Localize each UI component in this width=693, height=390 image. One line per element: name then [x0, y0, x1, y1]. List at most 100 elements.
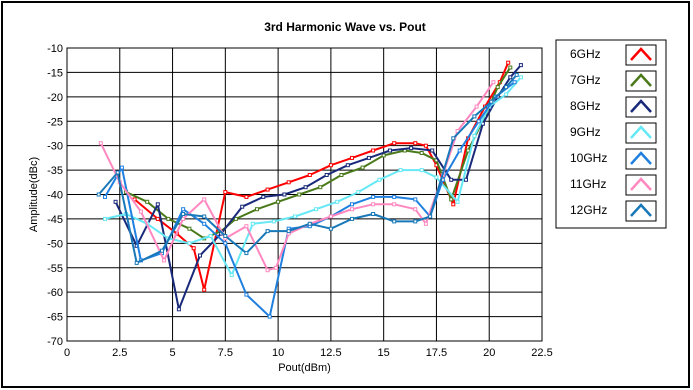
data-point — [223, 241, 228, 246]
data-point — [434, 175, 439, 180]
ticks: 0 2.5 5 7.5 10 12.5 15 17.5 20 22.5 -10 -15 -20 -25 -3… — [47, 43, 553, 359]
y-tick-label: -20 — [47, 92, 63, 104]
data-point — [428, 214, 433, 219]
data-point — [350, 202, 354, 207]
data-point — [504, 85, 509, 90]
data-point — [381, 153, 386, 158]
series-9ghz — [103, 75, 523, 278]
data-point — [491, 80, 496, 85]
x-tick-label: 17.5 — [426, 347, 447, 359]
data-point — [451, 202, 456, 207]
legend-item: 6GHz — [570, 44, 657, 66]
data-point — [233, 216, 238, 221]
x-tick-label: 20 — [483, 347, 495, 359]
y-tick-label: -25 — [47, 116, 63, 128]
data-point — [138, 209, 143, 214]
data-point — [265, 229, 270, 234]
y-tick-label: -50 — [47, 238, 63, 250]
data-point — [464, 177, 468, 182]
data-point — [512, 80, 517, 85]
data-point — [119, 165, 124, 170]
series-line — [125, 66, 512, 240]
data-point — [113, 199, 118, 204]
legend-line-icon — [630, 125, 652, 139]
data-point — [518, 63, 523, 68]
data-point — [392, 202, 397, 207]
series-line — [97, 74, 518, 264]
x-tick-label: 22.5 — [531, 347, 552, 359]
data-point — [339, 173, 344, 177]
data-point — [350, 207, 354, 212]
y-tick-label: -70 — [47, 336, 63, 348]
data-point — [244, 251, 249, 256]
legend-line-icon — [630, 177, 652, 191]
data-point — [286, 180, 291, 185]
data-point — [223, 190, 228, 195]
data-point — [191, 246, 196, 251]
x-tick-label: 2.5 — [112, 347, 127, 359]
data-point — [115, 170, 120, 175]
data-point — [181, 207, 186, 212]
data-point — [255, 207, 259, 212]
data-point — [229, 273, 234, 278]
legend-label: 9GHz — [570, 125, 601, 139]
data-point — [413, 197, 418, 202]
data-point — [328, 163, 333, 168]
y-tick-label: -10 — [47, 43, 63, 55]
data-point — [244, 194, 249, 199]
x-tick-label: 10 — [272, 347, 284, 359]
data-point — [392, 219, 397, 224]
data-point — [155, 216, 160, 221]
data-point — [303, 185, 308, 190]
data-point — [162, 258, 167, 263]
x-tick-label: 5 — [169, 347, 175, 359]
data-point — [103, 216, 107, 221]
data-point — [297, 192, 302, 197]
data-point — [198, 253, 202, 258]
legend-item: 12GHz — [570, 200, 657, 222]
data-point — [371, 148, 376, 153]
y-tick-label: -60 — [47, 287, 63, 299]
y-tick-label: -55 — [47, 263, 63, 275]
data-point — [350, 155, 354, 160]
data-point — [318, 185, 323, 190]
legend-label: 11GHz — [570, 177, 606, 191]
series-group — [96, 60, 523, 319]
legend-label: 7GHz — [570, 73, 601, 87]
data-point — [98, 141, 103, 146]
data-point — [423, 143, 428, 148]
legend-line-icon — [630, 151, 652, 165]
data-point — [508, 65, 513, 70]
data-point — [392, 194, 397, 199]
legend-swatch-frame — [625, 70, 657, 92]
data-point — [413, 141, 418, 146]
x-axis-title: Pout(dBm) — [278, 362, 331, 374]
data-point — [366, 155, 371, 160]
series-line — [114, 64, 522, 311]
data-point — [202, 214, 207, 219]
data-point — [466, 148, 471, 153]
plot-area — [66, 47, 543, 342]
data-point — [451, 136, 456, 141]
data-point — [314, 207, 319, 212]
grid — [66, 47, 543, 342]
legend-item: 7GHz — [570, 70, 657, 92]
data-point — [360, 165, 365, 170]
data-point — [244, 292, 249, 297]
chart-title: 3rd Harmonic Wave vs. Pout — [264, 20, 426, 34]
data-point — [335, 199, 340, 204]
data-point — [388, 148, 392, 153]
data-point — [489, 99, 494, 104]
data-point — [271, 219, 276, 224]
data-point — [265, 268, 270, 273]
y-tick-label: -65 — [47, 312, 63, 324]
data-point — [474, 104, 479, 109]
y-tick-label: -15 — [47, 67, 63, 79]
data-point — [307, 173, 312, 177]
data-point — [518, 75, 523, 80]
data-point — [455, 199, 460, 204]
data-point — [392, 141, 397, 146]
y-tick-label: -45 — [47, 214, 63, 226]
x-tick-label: 0 — [64, 347, 70, 359]
